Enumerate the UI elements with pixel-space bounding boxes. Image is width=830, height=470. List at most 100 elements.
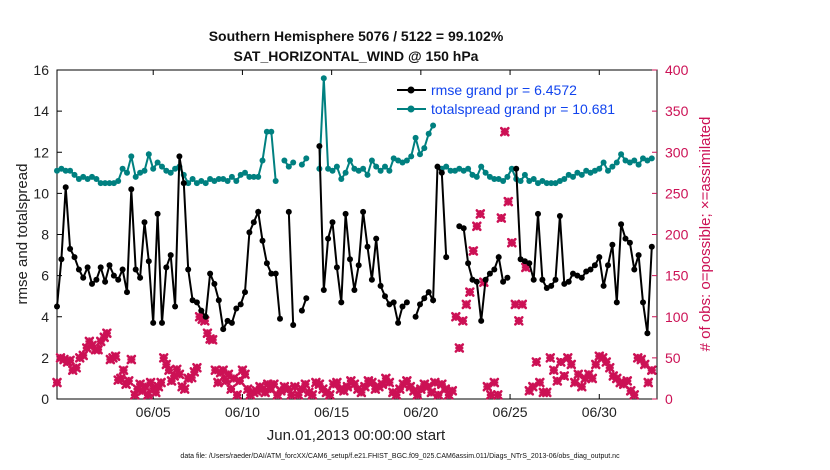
spread-point bbox=[145, 151, 152, 158]
spread-point bbox=[320, 75, 327, 82]
rmse-point bbox=[75, 266, 82, 273]
spread-point bbox=[600, 159, 607, 166]
obs-point bbox=[426, 387, 437, 398]
y-tick-label: 12 bbox=[33, 144, 49, 160]
y2-tick-label: 200 bbox=[665, 227, 689, 243]
spread-point bbox=[333, 163, 340, 170]
y-tick-label: 10 bbox=[33, 185, 49, 201]
rmse-point bbox=[259, 237, 266, 244]
x-tick-label: 06/20 bbox=[403, 404, 438, 420]
spread-point bbox=[119, 165, 126, 172]
rmse-point bbox=[556, 213, 563, 219]
rmse-point bbox=[377, 282, 384, 289]
rmse-point bbox=[62, 184, 69, 191]
spread-point bbox=[338, 176, 345, 182]
rmse-series bbox=[54, 143, 655, 337]
obs-point bbox=[590, 359, 601, 370]
plot-area bbox=[56, 69, 658, 400]
spread-point bbox=[263, 128, 270, 135]
rmse-point bbox=[635, 252, 642, 259]
spread-point bbox=[272, 178, 279, 184]
legend-rmse-label: rmse grand pr = 6.4572 bbox=[431, 82, 577, 98]
rmse-point bbox=[137, 274, 144, 281]
spread-point bbox=[635, 161, 642, 168]
rmse-point bbox=[495, 254, 502, 261]
spread-point bbox=[285, 163, 292, 170]
spread-point bbox=[233, 178, 240, 184]
obs-point bbox=[102, 328, 112, 338]
spread-point bbox=[482, 169, 489, 176]
y2-tick-label: 0 bbox=[665, 391, 673, 407]
spread-point bbox=[93, 176, 100, 182]
obs-point bbox=[454, 343, 465, 353]
x-tick-label: 06/15 bbox=[314, 404, 349, 420]
spread-point bbox=[228, 173, 235, 180]
obs-point bbox=[531, 357, 542, 367]
spread-point bbox=[246, 173, 253, 180]
obs-point bbox=[500, 126, 510, 137]
obs-point bbox=[451, 311, 461, 322]
obs-point bbox=[552, 376, 563, 386]
spread-point bbox=[386, 167, 393, 174]
spread-point bbox=[342, 169, 349, 176]
rmse-point bbox=[215, 297, 222, 304]
spread-point bbox=[189, 176, 196, 182]
rmse-point bbox=[115, 276, 122, 283]
obs-point bbox=[232, 390, 242, 400]
rmse-point bbox=[333, 264, 340, 271]
obs-point bbox=[587, 373, 598, 384]
obs-point bbox=[541, 387, 552, 398]
rmse-point bbox=[54, 303, 60, 310]
spread-point bbox=[202, 180, 209, 187]
obs-point bbox=[71, 362, 82, 373]
obs-point bbox=[423, 381, 433, 392]
rmse-point bbox=[382, 293, 388, 300]
obs-point bbox=[93, 344, 103, 355]
spread-point bbox=[530, 176, 537, 182]
spread-point bbox=[443, 163, 450, 170]
spread-point bbox=[224, 178, 231, 184]
rmse-point bbox=[124, 289, 130, 296]
spread-point bbox=[62, 167, 69, 174]
rmse-point bbox=[167, 252, 174, 259]
y2-tick-label: 350 bbox=[665, 103, 689, 119]
spread-point bbox=[132, 173, 139, 180]
spread-point bbox=[97, 180, 104, 187]
spread-point bbox=[167, 169, 174, 176]
spread-point bbox=[303, 155, 310, 162]
spread-point bbox=[408, 153, 415, 160]
chart-subtitle: SAT_HORIZONTAL_WIND @ 150 hPa bbox=[234, 48, 479, 64]
y-tick-label: 8 bbox=[41, 227, 49, 243]
spread-point bbox=[500, 178, 507, 184]
rmse-point bbox=[246, 229, 253, 236]
obs-point bbox=[622, 376, 633, 386]
rmse-point bbox=[644, 330, 651, 337]
spread-point bbox=[259, 157, 266, 164]
rmse-point bbox=[648, 243, 655, 250]
rmse-point bbox=[71, 254, 78, 261]
obs-point bbox=[447, 385, 458, 396]
rmse-point bbox=[97, 264, 104, 271]
rmse-point bbox=[172, 303, 179, 310]
obs-point bbox=[174, 369, 185, 380]
obs-point bbox=[192, 362, 202, 373]
spread-point bbox=[124, 169, 130, 176]
spread-point bbox=[465, 165, 472, 172]
rmse-point bbox=[268, 270, 275, 277]
obs-point bbox=[548, 365, 559, 376]
obs-point bbox=[342, 381, 353, 392]
rmse-point bbox=[255, 208, 262, 215]
x-tick-label: 06/30 bbox=[582, 404, 617, 420]
obs-point bbox=[486, 390, 496, 400]
spread-point bbox=[412, 134, 419, 141]
obs-point bbox=[472, 221, 482, 232]
rmse-point bbox=[578, 274, 585, 281]
spread-point bbox=[67, 167, 74, 174]
rmse-point bbox=[482, 276, 489, 283]
obs-point bbox=[290, 381, 300, 392]
rmse-point bbox=[613, 299, 620, 306]
rmse-point bbox=[500, 278, 507, 285]
rmse-point bbox=[591, 262, 598, 269]
rmse-point bbox=[347, 256, 353, 263]
